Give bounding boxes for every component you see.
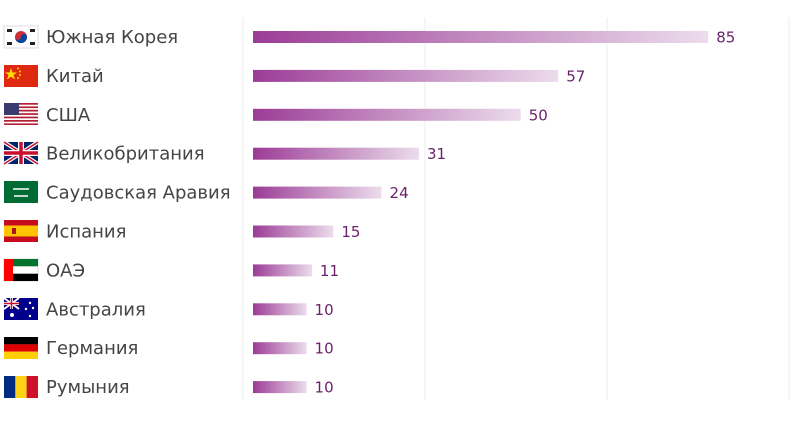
flag-uk xyxy=(2,140,40,166)
flag-germany xyxy=(4,337,38,359)
value-label: 15 xyxy=(341,223,360,241)
bar xyxy=(253,186,382,199)
flag-australia xyxy=(3,297,38,320)
category-label: Саудовская Аравия xyxy=(46,183,231,204)
category-label: Австралия xyxy=(46,299,146,320)
flag-korea xyxy=(3,25,39,49)
bar xyxy=(253,225,334,238)
category-label: Китай xyxy=(46,66,104,87)
flag-saudi xyxy=(4,181,38,203)
value-label: 10 xyxy=(315,301,334,319)
flag-romania xyxy=(4,376,38,398)
value-label: 57 xyxy=(566,67,585,85)
category-label: Южная Корея xyxy=(46,27,178,48)
flags xyxy=(2,25,40,398)
value-label: 31 xyxy=(427,145,446,163)
category-label: Германия xyxy=(46,338,138,359)
bar xyxy=(253,108,521,121)
bar xyxy=(253,303,307,316)
flag-usa xyxy=(4,103,38,125)
category-label: США xyxy=(46,105,91,126)
flag-spain xyxy=(4,220,38,242)
category-label: Испания xyxy=(46,222,126,243)
flag-uae xyxy=(3,258,39,282)
bar xyxy=(253,381,307,394)
value-label: 85 xyxy=(716,29,735,47)
bar xyxy=(253,264,312,277)
category-label: Великобритания xyxy=(46,144,205,165)
value-label: 10 xyxy=(315,379,334,397)
bar xyxy=(253,342,307,355)
value-label: 10 xyxy=(315,340,334,358)
value-label: 11 xyxy=(320,262,339,280)
bar xyxy=(253,69,559,82)
flag-china xyxy=(4,65,38,87)
bar xyxy=(253,147,420,160)
value-label: 24 xyxy=(390,184,409,202)
value-label: 50 xyxy=(529,106,548,124)
category-label: Румыния xyxy=(46,377,130,398)
bar xyxy=(253,31,709,43)
category-label: ОАЭ xyxy=(46,260,85,281)
